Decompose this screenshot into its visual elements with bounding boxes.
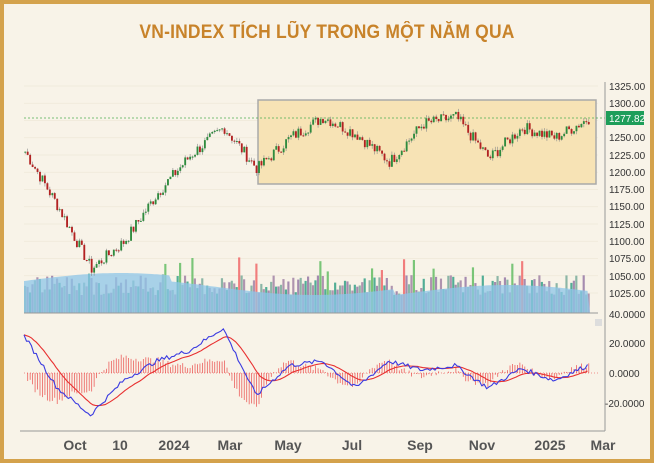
x-tick: Mar [218, 437, 243, 453]
price-tick: 1250.00 [609, 133, 646, 144]
macd-axis-ticks: 40.0000 20.0000 0.0000 -20.0000 [605, 310, 646, 410]
volume-moving-average [24, 273, 590, 313]
price-tick: 1125.00 [609, 220, 645, 231]
panel-toggle-icon[interactable] [595, 319, 602, 326]
price-tick: 1100.00 [609, 237, 645, 248]
x-tick: 2025 [534, 437, 565, 453]
price-tick: 1075.00 [609, 254, 646, 265]
price-tick: 1225.00 [609, 151, 646, 162]
price-tick: 1200.00 [609, 168, 646, 179]
price-axis-ticks: 1325.00 1300.00 1250.00 1225.00 1200.00 … [609, 82, 646, 300]
macd-tick: 20.0000 [609, 339, 646, 350]
x-tick: Jul [342, 437, 362, 453]
macd-tick: 0.0000 [609, 369, 640, 380]
macd-tick: 40.0000 [609, 310, 646, 321]
x-tick: Nov [469, 437, 496, 453]
x-axis-ticks: Oct 10 2024 Mar May Jul Sep Nov 2025 Mar [63, 437, 616, 453]
x-tick: 2024 [158, 437, 189, 453]
price-tick: 1025.00 [609, 289, 646, 300]
price-tick: 1300.00 [609, 99, 646, 110]
macd-line [23, 328, 588, 417]
last-price-value: 1277.82 [609, 114, 646, 125]
x-tick: Mar [591, 437, 616, 453]
x-tick: Sep [407, 437, 433, 453]
macd-tick: -20.0000 [605, 399, 645, 410]
accumulation-range-box [257, 99, 597, 185]
chart-title: VN-INDEX TÍCH LŨY TRONG MỘT NĂM QUA [139, 22, 515, 43]
macd-signal-line [23, 334, 588, 407]
x-tick: May [274, 437, 301, 453]
x-tick: 10 [112, 437, 128, 453]
price-tick: 1050.00 [609, 272, 646, 283]
price-candles [24, 108, 590, 277]
price-tick: 1150.00 [609, 202, 645, 213]
price-tick: 1175.00 [609, 185, 645, 196]
last-price-badge [606, 111, 644, 125]
x-tick: Oct [63, 437, 87, 453]
price-tick: 1325.00 [609, 82, 646, 93]
